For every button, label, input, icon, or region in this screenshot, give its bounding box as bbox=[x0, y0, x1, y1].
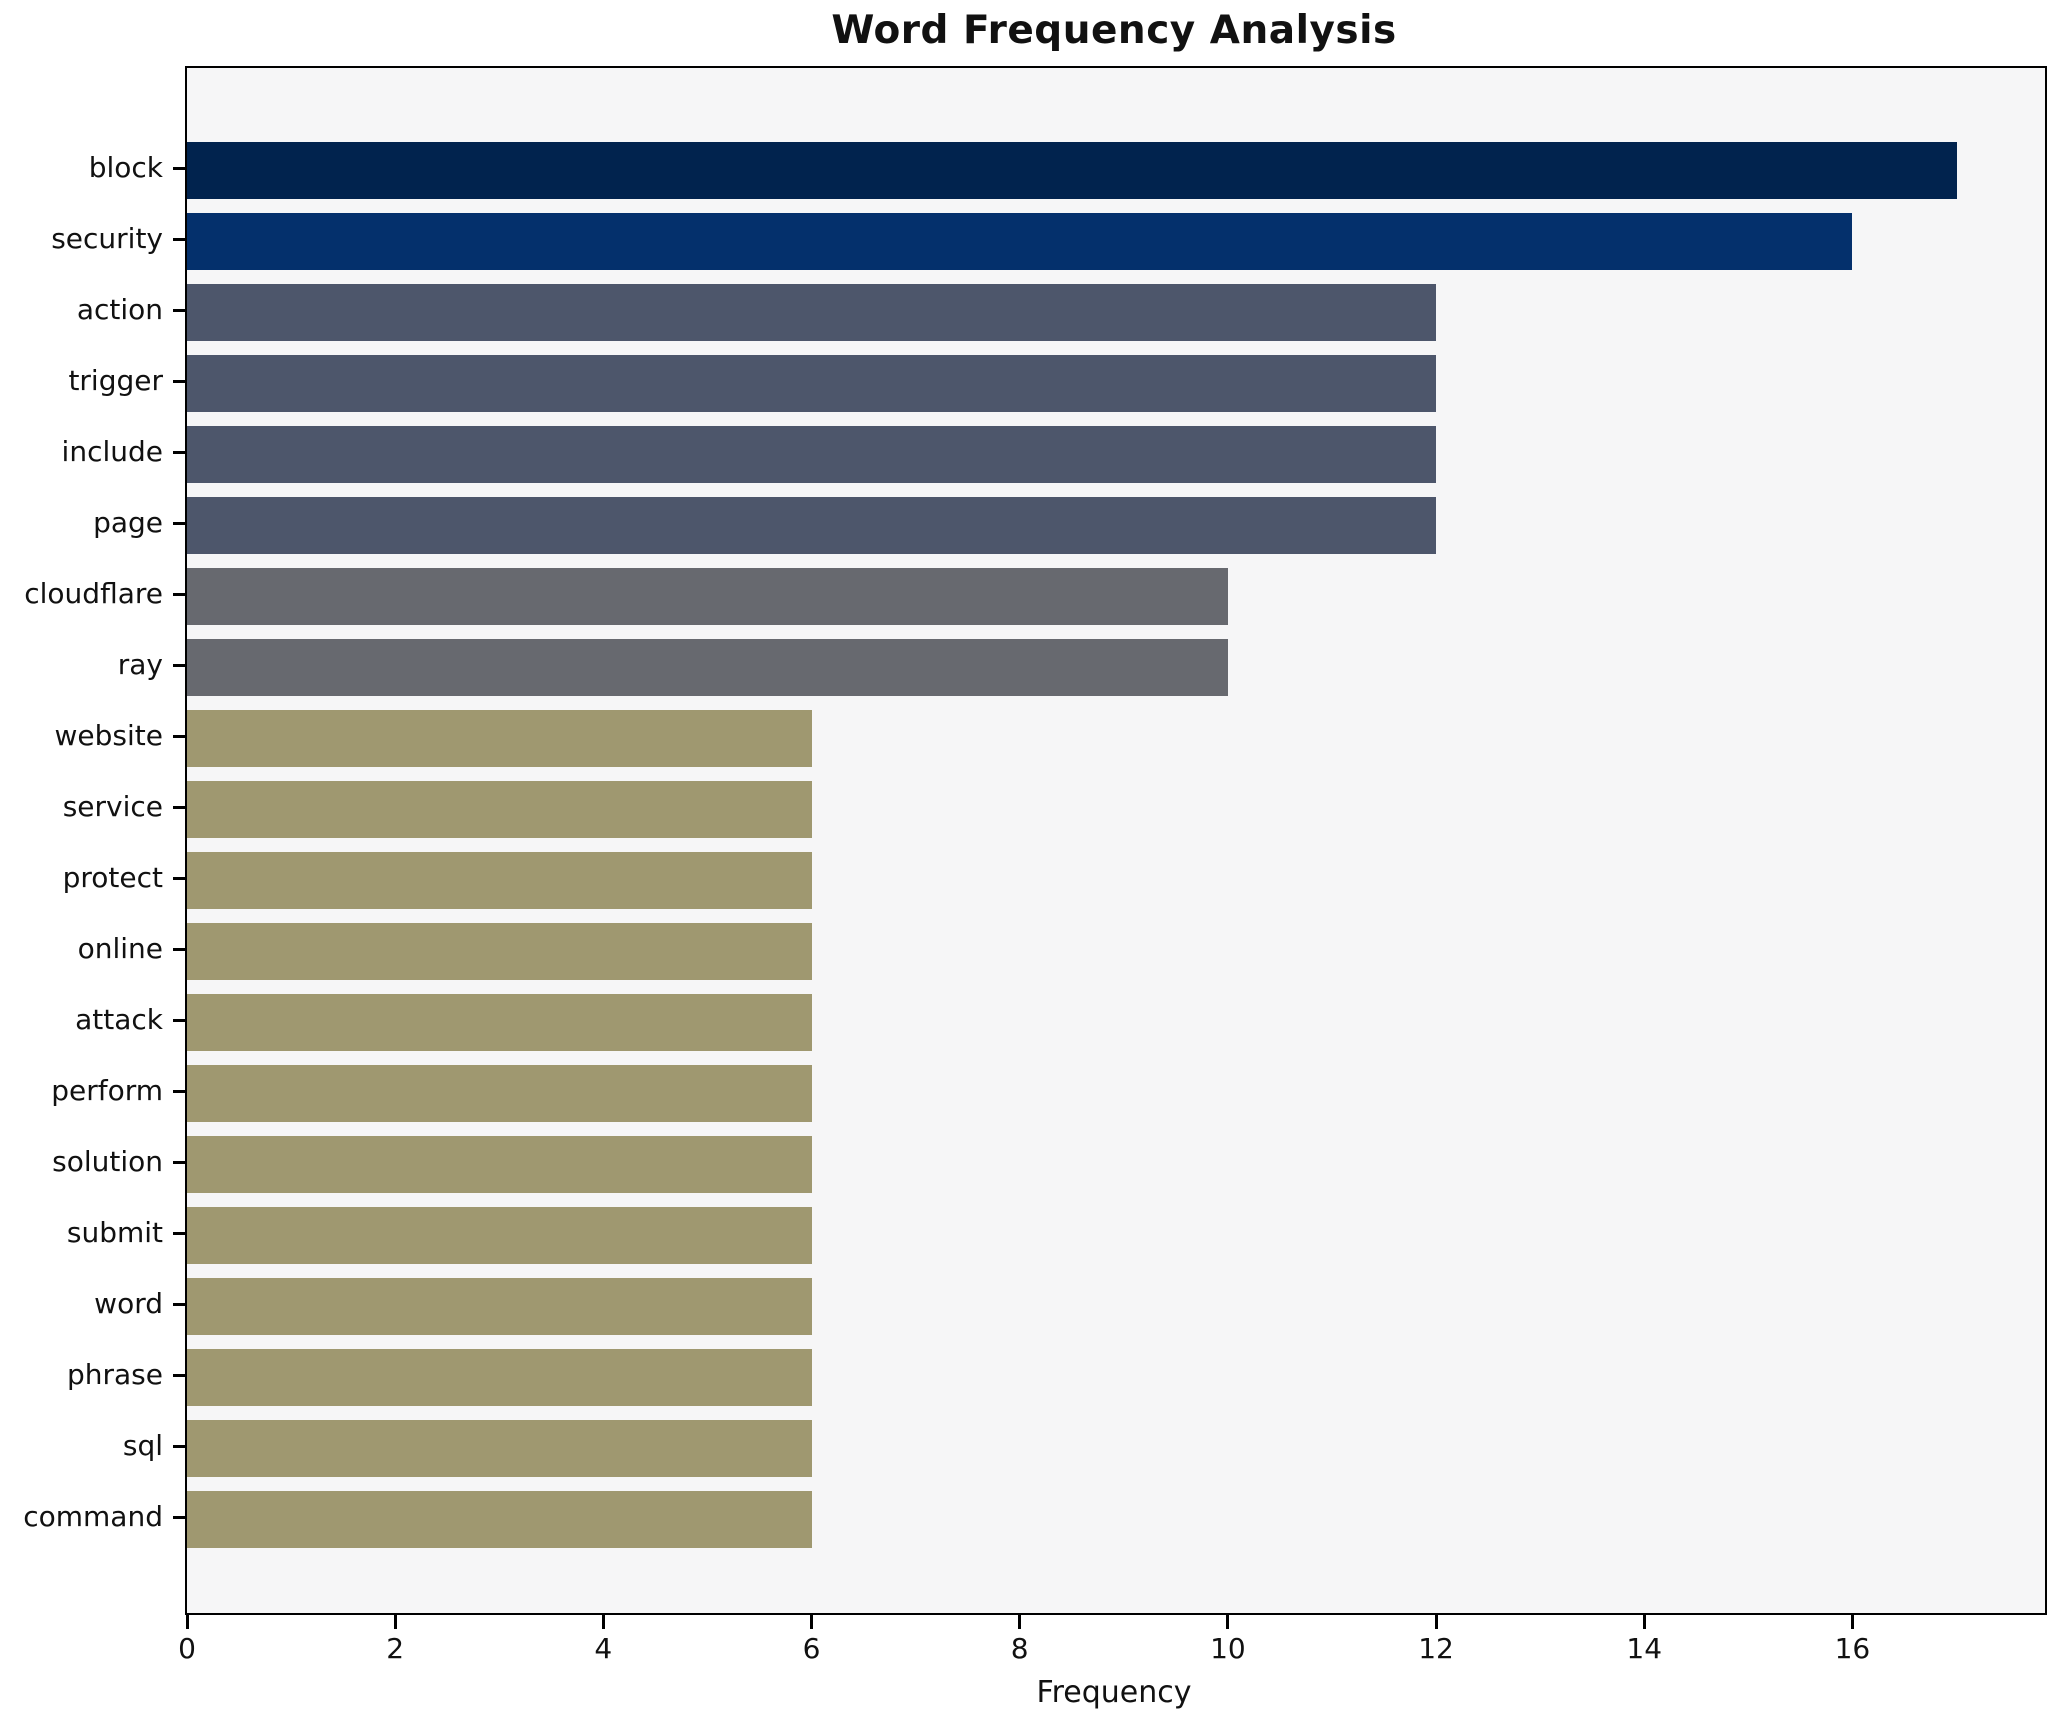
bar-sql bbox=[187, 1419, 812, 1477]
chart-title: Word Frequency Analysis bbox=[831, 8, 1397, 53]
y-tick-label-cloudflare: cloudflare bbox=[24, 577, 163, 610]
y-tick-mark bbox=[173, 1445, 185, 1448]
y-tick-mark bbox=[173, 380, 185, 383]
bar-protect bbox=[187, 851, 812, 909]
bars-layer bbox=[187, 68, 2045, 1613]
y-tick-label-service: service bbox=[62, 790, 163, 823]
bar-attack bbox=[187, 993, 812, 1051]
y-tick-mark bbox=[173, 1019, 185, 1022]
bar-trigger bbox=[187, 354, 1437, 412]
bar-solution bbox=[187, 1135, 812, 1193]
bar-perform bbox=[187, 1064, 812, 1122]
x-tick-mark bbox=[393, 1615, 397, 1629]
bar-online bbox=[187, 922, 812, 980]
y-tick-label-block: block bbox=[88, 151, 163, 184]
y-tick-label-phrase: phrase bbox=[66, 1358, 163, 1391]
y-tick-mark bbox=[173, 1374, 185, 1377]
x-tick-label-12: 12 bbox=[1418, 1632, 1454, 1665]
y-tick-label-website: website bbox=[54, 719, 163, 752]
y-tick-mark bbox=[173, 451, 185, 454]
x-tick-label-6: 6 bbox=[802, 1632, 821, 1665]
y-tick-mark bbox=[173, 664, 185, 667]
bar-action bbox=[187, 283, 1437, 341]
bar-include bbox=[187, 425, 1437, 483]
x-tick-mark bbox=[1434, 1615, 1438, 1629]
y-tick-label-word: word bbox=[94, 1287, 163, 1320]
y-tick-mark bbox=[173, 948, 185, 951]
x-tick-mark bbox=[1018, 1615, 1022, 1629]
y-tick-mark bbox=[173, 1516, 185, 1519]
bar-command bbox=[187, 1490, 812, 1548]
y-tick-label-page: page bbox=[93, 506, 163, 539]
bar-service bbox=[187, 780, 812, 838]
x-tick-mark bbox=[810, 1615, 814, 1629]
x-tick-mark bbox=[1642, 1615, 1646, 1629]
bar-page bbox=[187, 496, 1437, 554]
x-tick-mark bbox=[185, 1615, 189, 1629]
y-tick-label-perform: perform bbox=[51, 1074, 163, 1107]
y-tick-mark bbox=[173, 1232, 185, 1235]
y-tick-label-ray: ray bbox=[117, 648, 163, 681]
y-tick-label-solution: solution bbox=[52, 1145, 163, 1178]
x-axis-label: Frequency bbox=[1036, 1675, 1192, 1710]
y-tick-mark bbox=[173, 1303, 185, 1306]
y-tick-mark bbox=[173, 735, 185, 738]
y-tick-label-online: online bbox=[77, 932, 163, 965]
bar-word bbox=[187, 1277, 812, 1335]
bar-security bbox=[187, 212, 1853, 270]
y-tick-label-command: command bbox=[23, 1500, 163, 1533]
bar-ray bbox=[187, 638, 1228, 696]
y-tick-mark bbox=[173, 1090, 185, 1093]
bar-website bbox=[187, 709, 812, 767]
y-tick-label-trigger: trigger bbox=[68, 364, 163, 397]
bar-phrase bbox=[187, 1348, 812, 1406]
y-tick-label-action: action bbox=[76, 293, 163, 326]
bar-cloudflare bbox=[187, 567, 1228, 625]
y-tick-mark bbox=[173, 309, 185, 312]
x-tick-label-14: 14 bbox=[1626, 1632, 1663, 1665]
x-tick-mark bbox=[1226, 1615, 1230, 1629]
y-tick-mark bbox=[173, 593, 185, 596]
y-tick-mark bbox=[173, 522, 185, 525]
y-tick-label-include: include bbox=[61, 435, 163, 468]
bar-block bbox=[187, 141, 1957, 199]
x-tick-label-16: 16 bbox=[1834, 1632, 1871, 1665]
y-tick-label-protect: protect bbox=[62, 861, 163, 894]
y-tick-mark bbox=[173, 877, 185, 880]
x-tick-label-8: 8 bbox=[1010, 1632, 1029, 1665]
x-tick-mark bbox=[1850, 1615, 1854, 1629]
x-tick-label-4: 4 bbox=[594, 1632, 613, 1665]
y-tick-label-security: security bbox=[51, 222, 163, 255]
bar-submit bbox=[187, 1206, 812, 1264]
y-tick-mark bbox=[173, 1161, 185, 1164]
y-tick-label-submit: submit bbox=[66, 1216, 163, 1249]
x-tick-label-10: 10 bbox=[1210, 1632, 1246, 1665]
y-tick-mark bbox=[173, 238, 185, 241]
x-tick-label-0: 0 bbox=[178, 1632, 196, 1665]
x-tick-mark bbox=[601, 1615, 605, 1629]
x-tick-label-2: 2 bbox=[386, 1632, 405, 1665]
y-tick-mark bbox=[173, 167, 185, 170]
y-tick-label-attack: attack bbox=[75, 1003, 163, 1036]
y-tick-mark bbox=[173, 806, 185, 809]
plot-area bbox=[185, 66, 2047, 1615]
y-tick-label-sql: sql bbox=[122, 1429, 163, 1462]
